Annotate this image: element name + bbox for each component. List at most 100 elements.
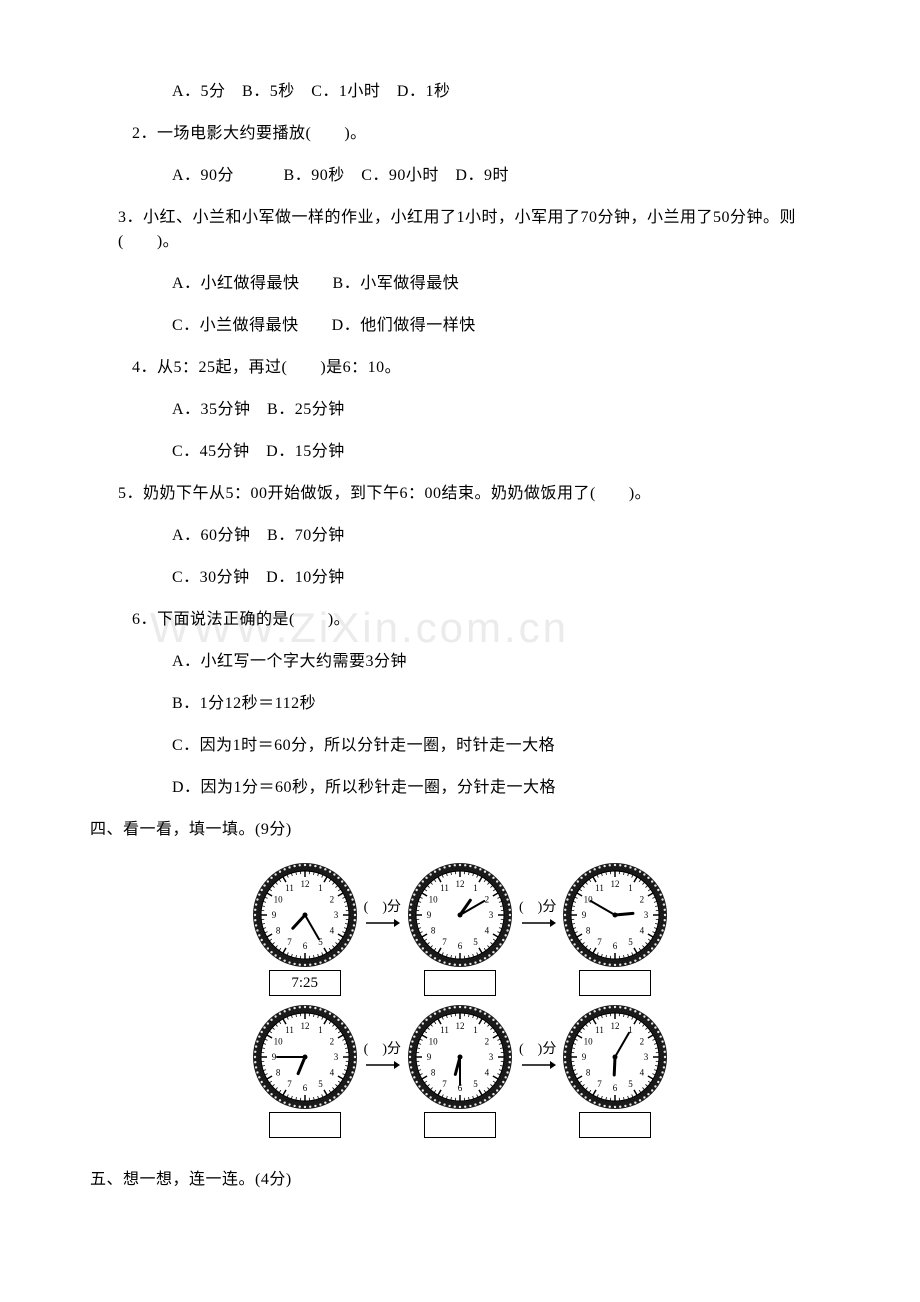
- svg-text:7: 7: [287, 1079, 292, 1089]
- q5-options-cd: C．30分钟 D．10分钟: [172, 566, 830, 590]
- arrow-icon: [520, 916, 556, 930]
- clocks-diagram: 123456789101112 7:25 ( )分 12345678910111…: [220, 860, 700, 1138]
- svg-text:8: 8: [276, 1068, 281, 1078]
- svg-text:8: 8: [276, 926, 281, 936]
- clock-label-1-3: [579, 970, 651, 996]
- arrow-label: ( )分: [364, 896, 401, 916]
- svg-text:10: 10: [429, 895, 439, 905]
- svg-text:2: 2: [329, 895, 334, 905]
- svg-text:11: 11: [595, 883, 604, 893]
- q5-stem: 5．奶奶下午从5：00开始做饭，到下午6：00结束。奶奶做饭用了( )。: [118, 482, 830, 506]
- svg-text:3: 3: [644, 1052, 649, 1062]
- svg-text:11: 11: [440, 883, 449, 893]
- svg-text:3: 3: [489, 910, 494, 920]
- svg-text:7: 7: [287, 937, 292, 947]
- svg-text:9: 9: [427, 1052, 432, 1062]
- clock-row-1: 123456789101112 7:25 ( )分 12345678910111…: [220, 860, 700, 996]
- section-5-heading: 五、想一想，连一连。(4分): [90, 1168, 830, 1192]
- svg-text:12: 12: [456, 1021, 465, 1031]
- clock-label-2-1: [269, 1112, 341, 1138]
- svg-text:4: 4: [485, 1068, 490, 1078]
- arrow-1-2: ( )分: [515, 896, 560, 930]
- arrow-2-2: ( )分: [515, 1038, 560, 1072]
- svg-text:1: 1: [473, 883, 478, 893]
- arrow-label: ( )分: [519, 1038, 556, 1058]
- svg-text:7: 7: [598, 1079, 603, 1089]
- svg-text:6: 6: [302, 1083, 307, 1093]
- svg-text:5: 5: [473, 1079, 478, 1089]
- svg-text:5: 5: [318, 1079, 323, 1089]
- clock-2-2: 123456789101112: [405, 1002, 515, 1112]
- q3-options-ab: A．小红做得最快 B．小军做得最快: [172, 272, 830, 296]
- arrow-icon: [364, 916, 400, 930]
- svg-text:3: 3: [333, 1052, 338, 1062]
- svg-text:1: 1: [318, 883, 323, 893]
- svg-text:2: 2: [485, 1037, 490, 1047]
- svg-text:2: 2: [329, 1037, 334, 1047]
- clock-1-2: 123456789101112: [405, 860, 515, 970]
- svg-text:4: 4: [485, 926, 490, 936]
- svg-text:2: 2: [485, 895, 490, 905]
- clock-1-3: 123456789101112: [560, 860, 670, 970]
- clock-label-2-3: [579, 1112, 651, 1138]
- q4-options-ab: A．35分钟 B．25分钟: [172, 398, 830, 422]
- svg-text:5: 5: [629, 1079, 634, 1089]
- q4-stem: 4．从5：25起，再过( )是6：10。: [132, 356, 830, 380]
- svg-text:1: 1: [629, 883, 634, 893]
- svg-text:10: 10: [273, 895, 283, 905]
- svg-text:2: 2: [640, 1037, 645, 1047]
- svg-text:12: 12: [300, 879, 309, 889]
- svg-text:7: 7: [598, 937, 603, 947]
- svg-text:5: 5: [629, 937, 634, 947]
- arrow-icon: [520, 1058, 556, 1072]
- arrow-label: ( )分: [364, 1038, 401, 1058]
- svg-text:12: 12: [456, 879, 465, 889]
- svg-text:9: 9: [582, 1052, 587, 1062]
- q2-options: A．90分 B．90秒 C．90小时 D．9时: [172, 164, 830, 188]
- arrow-icon: [364, 1058, 400, 1072]
- arrow-1-1: ( )分: [360, 896, 405, 930]
- svg-text:8: 8: [431, 1068, 436, 1078]
- clock-2-3: 123456789101112: [560, 1002, 670, 1112]
- clock-row-2: 123456789101112 ( )分 123456789101112 ( )…: [220, 1002, 700, 1138]
- q4-options-cd: C．45分钟 D．15分钟: [172, 440, 830, 464]
- svg-text:10: 10: [584, 895, 594, 905]
- svg-text:8: 8: [586, 1068, 591, 1078]
- svg-text:12: 12: [300, 1021, 309, 1031]
- svg-text:5: 5: [473, 937, 478, 947]
- svg-text:9: 9: [427, 910, 432, 920]
- svg-text:2: 2: [640, 895, 645, 905]
- svg-text:6: 6: [613, 941, 618, 951]
- clock-label-1-1: 7:25: [269, 970, 341, 996]
- clock-label-2-2: [424, 1112, 496, 1138]
- svg-text:4: 4: [329, 926, 334, 936]
- svg-text:6: 6: [302, 941, 307, 951]
- svg-text:12: 12: [611, 879, 620, 889]
- svg-text:4: 4: [640, 1068, 645, 1078]
- svg-text:3: 3: [489, 1052, 494, 1062]
- q5-options-ab: A．60分钟 B．70分钟: [172, 524, 830, 548]
- q6-option-a: A．小红写一个字大约需要3分钟: [172, 650, 830, 674]
- svg-text:7: 7: [442, 1079, 447, 1089]
- svg-text:6: 6: [613, 1083, 618, 1093]
- q3-stem: 3．小红、小兰和小军做一样的作业，小红用了1小时，小军用了70分钟，小兰用了50…: [118, 206, 830, 254]
- svg-text:1: 1: [318, 1025, 323, 1035]
- clock-2-1: 123456789101112: [250, 1002, 360, 1112]
- svg-text:10: 10: [429, 1037, 439, 1047]
- svg-text:11: 11: [285, 883, 294, 893]
- svg-text:4: 4: [329, 1068, 334, 1078]
- svg-text:10: 10: [273, 1037, 283, 1047]
- svg-text:4: 4: [640, 926, 645, 936]
- q3-options-cd: C．小兰做得最快 D．他们做得一样快: [172, 314, 830, 338]
- svg-text:11: 11: [440, 1025, 449, 1035]
- q2-stem: 2．一场电影大约要播放( )。: [132, 122, 830, 146]
- arrow-2-1: ( )分: [360, 1038, 405, 1072]
- svg-text:3: 3: [644, 910, 649, 920]
- svg-text:11: 11: [595, 1025, 604, 1035]
- clock-label-1-2: [424, 970, 496, 996]
- svg-text:9: 9: [582, 910, 587, 920]
- q6-option-b: B．1分12秒＝112秒: [172, 692, 830, 716]
- svg-text:1: 1: [473, 1025, 478, 1035]
- q6-option-c: C．因为1时＝60分，所以分针走一圈，时针走一大格: [172, 734, 830, 758]
- svg-text:9: 9: [271, 910, 276, 920]
